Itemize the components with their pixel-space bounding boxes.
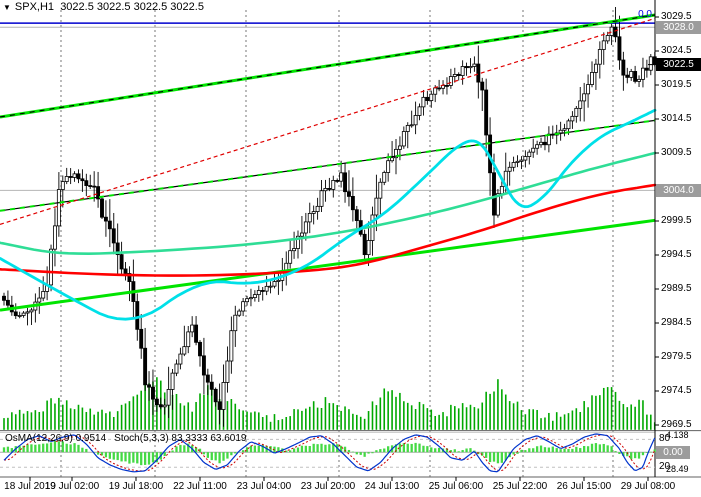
ma-mid-springgreen (0, 151, 657, 256)
trend-lines[interactable] (0, 13, 656, 312)
candlestick-series (2, 6, 657, 427)
ma-fast-cyan (0, 108, 657, 321)
stoch-signal-line (4, 434, 656, 472)
time-axis[interactable] (29, 477, 649, 481)
price-axis[interactable] (648, 16, 659, 426)
stoch-main-line (3, 433, 656, 473)
ma-slow-red (0, 183, 657, 277)
indicator-subwindow[interactable] (0, 433, 656, 473)
volume-histogram (3, 377, 656, 430)
moving-averages (0, 108, 657, 321)
